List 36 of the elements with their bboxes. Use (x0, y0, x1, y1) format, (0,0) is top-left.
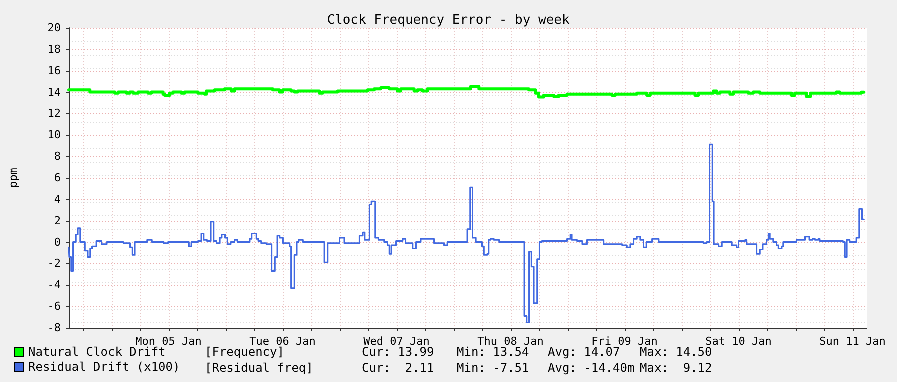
x-tick-label: Sat 10 Jan (706, 335, 772, 348)
y-tick-label: 6 (54, 172, 61, 184)
text: Max: 9.12 (640, 361, 712, 375)
x-tick-label: Sun 11 Jan (820, 335, 886, 348)
y-tick-label: 14 (48, 86, 62, 99)
y-tick-label: 10 (48, 128, 61, 142)
y-tick-label: 18 (48, 42, 61, 56)
text: Avg: 14.07 (548, 345, 620, 359)
y-tick-label: -4 (48, 278, 62, 292)
y-tick-label: 16 (48, 64, 61, 78)
text: Min: -7.51 (457, 361, 530, 375)
x-tick-label: Wed 07 Jan (364, 335, 430, 348)
text: Max: 14.50 (640, 345, 712, 359)
y-tick-label: 0 (54, 236, 61, 249)
y-tick-label: -6 (48, 300, 61, 314)
chart-title: Clock Frequency Error - by week (327, 13, 570, 28)
y-tick-label: 20 (48, 22, 61, 34)
x-tick-label: Fri 09 Jan (592, 335, 658, 348)
x-tick-label: Tue 06 Jan (250, 335, 316, 348)
text: Cur: 13.99 (362, 345, 434, 359)
text: Avg: -14.40m (548, 361, 635, 375)
y-tick-label: 2 (54, 214, 61, 228)
legend-label: Residual Drift (x100) (28, 360, 180, 374)
y-tick-label: -8 (48, 322, 61, 334)
y-tick-label: 4 (54, 192, 62, 206)
text: [Frequency] (205, 345, 284, 359)
text: [Residual freq] (205, 361, 314, 375)
legend-label: Natural Clock Drift (28, 345, 166, 359)
y-tick-label: -2 (48, 257, 61, 270)
text: Min: 13.54 (457, 345, 530, 359)
text: Cur: 2.11 (362, 361, 434, 375)
y-tick-label: 8 (54, 150, 61, 164)
x-tick-label: Thu 08 Jan (478, 335, 544, 348)
y-axis-title: ppm (7, 168, 20, 188)
y-tick-label: 12 (48, 107, 61, 120)
x-tick-label: Mon 05 Jan (136, 335, 202, 348)
